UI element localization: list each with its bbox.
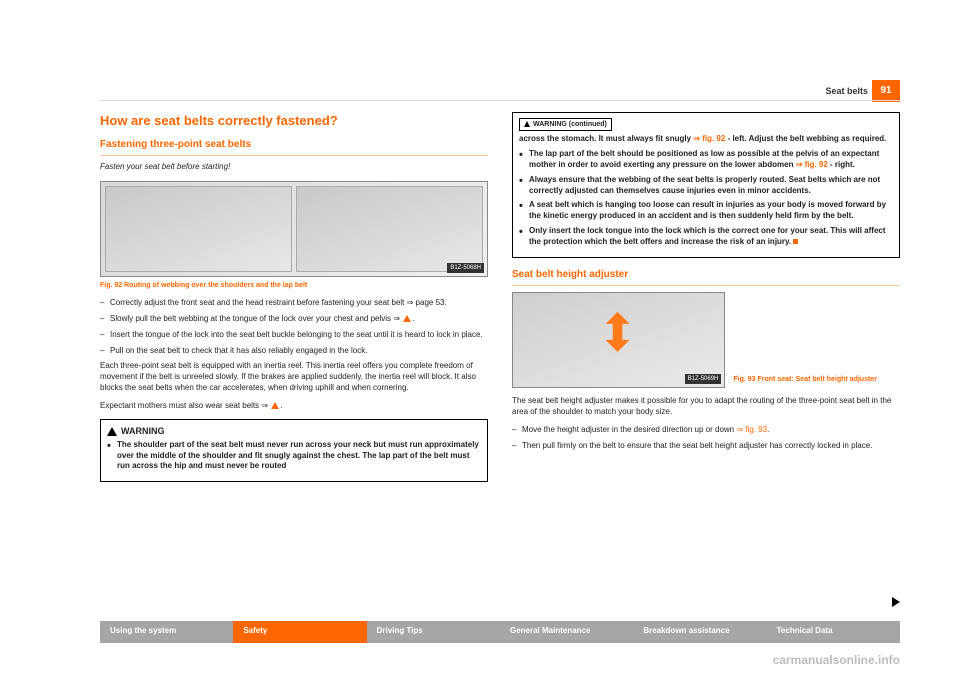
footer-tab-safety[interactable]: Safety — [233, 621, 366, 643]
list-item: Then pull firmly on the belt to ensure t… — [512, 441, 900, 452]
list-item: Pull on the seat belt to check that it h… — [100, 346, 488, 357]
list-item: Correctly adjust the front seat and the … — [100, 298, 488, 309]
continue-arrow-icon — [892, 597, 900, 607]
section-label: Seat belts — [825, 86, 868, 96]
fastening-steps: Correctly adjust the front seat and the … — [100, 298, 488, 356]
warning-bullet: The lap part of the belt should be posit… — [519, 149, 893, 171]
right-column: WARNING (continued) across the stomach. … — [512, 112, 900, 607]
warning-bullet: Always ensure that the webbing of the se… — [519, 175, 893, 197]
warning-icon — [271, 402, 279, 409]
warning-bullet: The shoulder part of the seat belt must … — [107, 440, 481, 472]
warning-box-continued: WARNING (continued) across the stomach. … — [512, 112, 900, 258]
heading-sub-b: Seat belt height adjuster — [512, 268, 900, 282]
warning-triangle-icon — [524, 121, 530, 127]
footer-nav: Using the system Safety Driving Tips Gen… — [100, 621, 900, 643]
warning-continued-label: WARNING (continued) — [519, 118, 612, 131]
list-item: Move the height adjuster in the desired … — [512, 425, 900, 436]
body-paragraph: Each three-point seat belt is equipped w… — [100, 361, 488, 393]
list-item: Insert the tongue of the lock into the s… — [100, 330, 488, 341]
footer-tab-using-system[interactable]: Using the system — [100, 621, 233, 643]
end-marker-icon — [793, 239, 798, 244]
figure-92-caption: Fig. 92 Routing of webbing over the shou… — [100, 281, 488, 290]
left-column: How are seat belts correctly fastened? F… — [100, 112, 488, 607]
body-paragraph: The seat belt height adjuster makes it p… — [512, 396, 900, 418]
adjuster-steps: Move the height adjuster in the desired … — [512, 425, 900, 452]
body-paragraph: Expectant mothers must also wear seat be… — [100, 401, 488, 412]
content-columns: How are seat belts correctly fastened? F… — [100, 112, 900, 607]
warning-lead: across the stomach. It must always fit s… — [519, 134, 893, 145]
warning-bullet: A seat belt which is hanging too loose c… — [519, 200, 893, 222]
heading-main: How are seat belts correctly fastened? — [100, 112, 488, 130]
footer-tab-breakdown[interactable]: Breakdown assistance — [633, 621, 766, 643]
heading-rule — [512, 285, 900, 286]
warning-icon — [403, 315, 411, 322]
warning-bullet: Only insert the lock tongue into the loc… — [519, 226, 893, 248]
warning-title: WARNING — [107, 425, 481, 437]
footer-tab-driving-tips[interactable]: Driving Tips — [367, 621, 500, 643]
figure-92-image: B1Z-5068H — [100, 181, 488, 277]
watermark: carmanualsonline.info — [773, 653, 900, 667]
heading-sub: Fastening three-point seat belts — [100, 138, 488, 152]
adjuster-arrow-icon — [598, 312, 638, 352]
warning-box: WARNING The shoulder part of the seat be… — [100, 419, 488, 483]
footer-tab-general-maintenance[interactable]: General Maintenance — [500, 621, 633, 643]
warning-triangle-icon — [107, 427, 117, 436]
heading-rule — [100, 155, 488, 156]
header-rule — [100, 100, 900, 101]
footer-tab-technical-data[interactable]: Technical Data — [767, 621, 900, 643]
intro-text: Fasten your seat belt before starting! — [100, 162, 488, 173]
list-item: Slowly pull the belt webbing at the tong… — [100, 314, 488, 325]
figure-93-tag: B1Z-5069H — [685, 374, 722, 384]
page-number-badge: 91 — [872, 80, 900, 102]
figure-93-image: B1Z-5069H — [512, 292, 725, 388]
figure-92-tag: B1Z-5068H — [447, 263, 484, 273]
figure-93-caption: Fig. 93 Front seat: Seat belt height adj… — [733, 375, 900, 388]
